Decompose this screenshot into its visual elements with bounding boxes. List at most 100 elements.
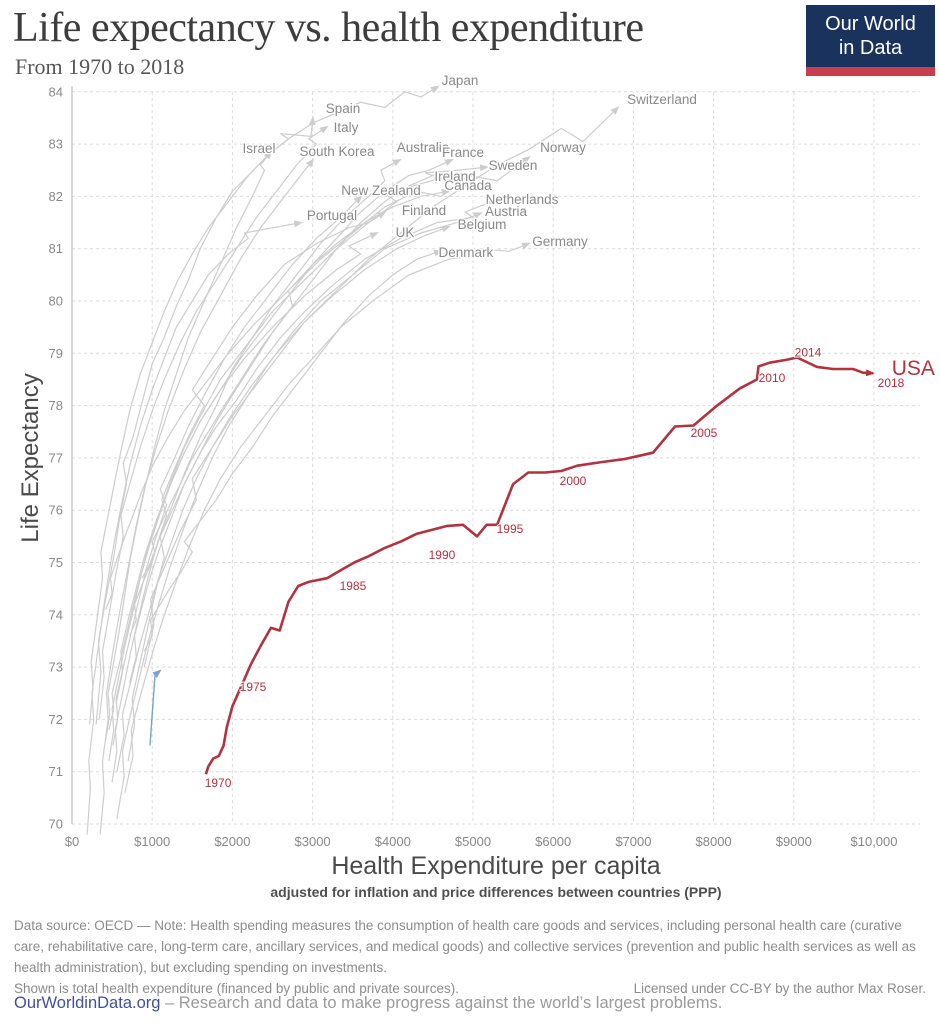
- tick-labels: $0 $1000 $2000 $3000 $4000 $5000 $6000 $7000 $80…: [49, 84, 898, 849]
- country-label-new-zealand: New Zealand: [341, 183, 421, 198]
- series-line-australia: [127, 158, 402, 762]
- usa-year-label-1970: 1970: [205, 776, 232, 790]
- series-line-spain: [89, 116, 316, 725]
- footer-shown: Shown is total health expenditure (finan…: [14, 980, 460, 996]
- owid-logo-stripe: [806, 67, 935, 76]
- series-line-germany: [124, 242, 531, 793]
- x-tick-label: $0: [65, 834, 79, 849]
- x-tick-label: $10,000: [851, 834, 898, 849]
- x-tick-label: $7000: [615, 834, 651, 849]
- footer-tagline-row: OurWorldinData.org – Research and data t…: [14, 994, 926, 1013]
- owid-site-link[interactable]: OurWorldinData.org: [14, 994, 161, 1012]
- usa-year-label-1995: 1995: [497, 522, 524, 536]
- y-tick-label: 78: [49, 398, 63, 413]
- y-tick-label: 71: [49, 764, 63, 779]
- series-line-italy: [98, 125, 329, 720]
- series-line-switzerland: [143, 106, 620, 668]
- usa-year-label-1990: 1990: [429, 548, 456, 562]
- owid-logo: Our World in Data: [806, 5, 935, 67]
- usa-year-label-1985: 1985: [340, 579, 367, 593]
- country-label-japan: Japan: [442, 73, 479, 88]
- x-tick-label: $3000: [295, 834, 331, 849]
- y-tick-label: 70: [49, 817, 63, 832]
- y-tick-label: 76: [49, 503, 63, 518]
- x-axis-title: Health Expenditure per capita: [331, 852, 661, 880]
- series-line-uk: [108, 232, 379, 731]
- country-lines: [86, 85, 620, 835]
- y-tick-label: 77: [49, 450, 63, 465]
- page-subtitle: From 1970 to 2018: [15, 54, 185, 79]
- country-label-germany: Germany: [532, 234, 588, 249]
- country-label-sweden: Sweden: [489, 158, 538, 173]
- country-label-denmark: Denmark: [439, 245, 494, 260]
- x-tick-label: $2000: [214, 834, 250, 849]
- y-tick-label: 82: [49, 189, 63, 204]
- footer-tagline: – Research and data to make progress aga…: [160, 994, 723, 1012]
- x-tick-label: $4000: [375, 834, 411, 849]
- series-line-canada: [129, 189, 451, 683]
- country-label-netherlands: Netherlands: [486, 192, 559, 207]
- usa-year-label-2010: 2010: [759, 371, 786, 385]
- series-line-austria: [116, 212, 483, 819]
- x-tick-label: $1000: [134, 834, 170, 849]
- country-labels: Japan Switzerland Spain Italy Israel South Ko…: [241, 72, 698, 262]
- country-label-italy: Italy: [334, 120, 359, 135]
- y-axis-title: Life Expectancy: [17, 373, 44, 543]
- usa-year-label-2000: 2000: [560, 474, 587, 488]
- usa-label: USA: [892, 357, 935, 380]
- owid-logo-line1: Our World: [825, 13, 916, 35]
- series-line-unlabeled-blue: [149, 669, 162, 746]
- country-label-australia: Australia: [397, 140, 450, 155]
- country-label-spain: Spain: [326, 101, 361, 116]
- footer: Data source: OECD — Note: Health spendin…: [14, 916, 926, 1000]
- country-label-south-korea: South Korea: [299, 144, 375, 159]
- usa-year-label-2014: 2014: [795, 345, 822, 359]
- series-line-netherlands: [129, 200, 495, 636]
- series-line-denmark: [143, 249, 443, 652]
- country-label-belgium: Belgium: [458, 217, 507, 232]
- country-label-finland: Finland: [402, 203, 446, 218]
- y-tick-label: 84: [49, 84, 63, 99]
- y-tick-label: 83: [49, 137, 63, 152]
- y-tick-label: 79: [49, 346, 63, 361]
- y-tick-label: 80: [49, 294, 63, 309]
- series-line-israel: [105, 150, 273, 741]
- country-label-uk: UK: [396, 225, 415, 240]
- x-tick-label: $9000: [776, 834, 812, 849]
- series-line-south-korea: [99, 158, 315, 835]
- y-tick-label: 74: [49, 607, 63, 622]
- usa-year-label-2005: 2005: [691, 426, 718, 440]
- x-tick-label: $8000: [696, 834, 732, 849]
- country-label-canada: Canada: [444, 178, 492, 193]
- country-label-portugal: Portugal: [307, 208, 357, 223]
- y-tick-label: 81: [49, 241, 63, 256]
- footer-license: Licensed under CC-BY by the author Max R…: [633, 980, 926, 996]
- series-line-new-zealand: [112, 194, 363, 746]
- x-axis-note: adjusted for inflation and price differe…: [270, 884, 722, 900]
- series-line-belgium: [116, 225, 451, 772]
- y-tick-label: 73: [49, 660, 63, 675]
- x-tick-label: $6000: [535, 834, 571, 849]
- series-line-finland: [111, 211, 387, 783]
- footer-note: Data source: OECD — Note: Health spendin…: [14, 918, 916, 975]
- country-label-switzerland: Switzerland: [627, 92, 697, 107]
- scatter-chart: $0 $1000 $2000 $3000 $4000 $5000 $6000 $7000 $80…: [49, 72, 935, 849]
- page-title: Life expectancy vs. health expenditure: [13, 5, 644, 51]
- series-line-portugal: [86, 220, 304, 835]
- country-label-france: France: [442, 145, 484, 160]
- country-label-ireland: Ireland: [434, 169, 475, 184]
- series-line-norway: [105, 156, 531, 610]
- owid-logo-line2: in Data: [838, 37, 903, 59]
- country-label-norway: Norway: [540, 140, 586, 155]
- y-tick-label: 72: [49, 712, 63, 727]
- x-tick-label: $5000: [455, 834, 491, 849]
- usa-year-label-2018: 2018: [878, 376, 905, 390]
- usa-year-labels: 1970 1975 1985 1990 1995 2000 2005 2010 2014 2018: [204, 344, 906, 791]
- series-line-ireland: [108, 176, 443, 762]
- series-line-japan: [95, 85, 440, 725]
- country-label-israel: Israel: [243, 141, 276, 156]
- usa-year-label-1975: 1975: [240, 680, 267, 694]
- country-label-austria: Austria: [485, 204, 528, 219]
- series-line-sweden: [141, 164, 489, 579]
